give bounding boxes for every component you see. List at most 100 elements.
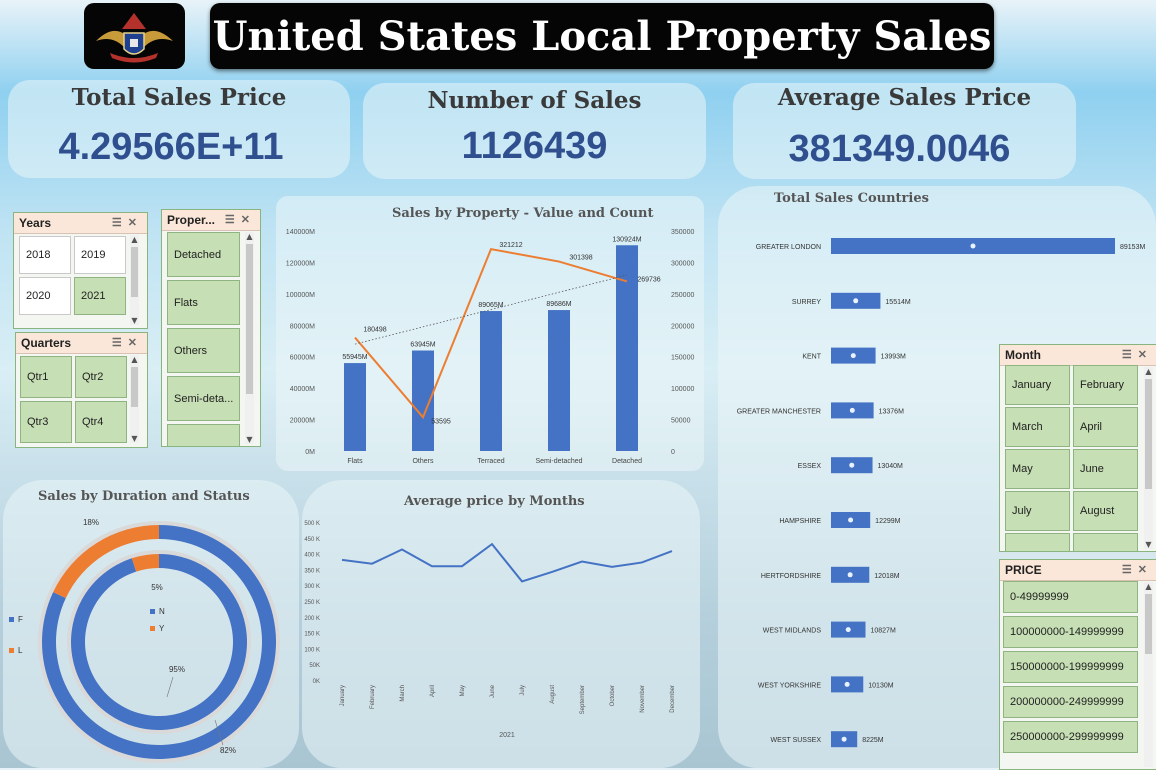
chevron-up-icon[interactable]: ▲ — [131, 355, 138, 364]
month-more[interactable] — [1073, 533, 1138, 551]
kpi-number-of-sales: Number of Sales 1126439 — [363, 83, 706, 179]
donut-slice-y — [131, 554, 159, 572]
property-more[interactable] — [167, 424, 240, 446]
year-2018[interactable]: 2018 — [19, 236, 71, 274]
price-range-2[interactable]: 150000000-199999999 — [1003, 651, 1138, 683]
price-range-4[interactable]: 250000000-299999999 — [1003, 721, 1138, 753]
multi-select-icon[interactable]: ☰✕ — [111, 217, 143, 229]
year-2020[interactable]: 2020 — [19, 277, 71, 315]
month-june[interactable]: June — [1073, 449, 1138, 489]
x-tick-label: Flats — [347, 458, 363, 465]
x-tick-label: April — [430, 685, 436, 697]
chevron-up-icon[interactable]: ▲ — [246, 232, 253, 241]
logo — [84, 3, 185, 69]
country-value-label: 13376M — [879, 408, 904, 415]
quarter-qtr1[interactable]: Qtr1 — [20, 356, 72, 398]
y-left-tick-label: 100000M — [286, 292, 315, 299]
country-label: SURREY — [792, 299, 822, 306]
kpi-average-price: Average Sales Price 381349.0046 — [733, 83, 1076, 179]
bar-glow-icon — [849, 462, 855, 468]
country-label: WEST SUSSEX — [771, 737, 822, 744]
quarters-slicer-header: Quarters ☰✕ — [16, 333, 147, 354]
month-august[interactable]: August — [1073, 491, 1138, 531]
chevron-up-icon[interactable]: ▲ — [131, 235, 138, 244]
property-scrollbar[interactable]: ▲ ▼ — [245, 232, 254, 444]
bar-others — [412, 350, 434, 451]
y-tick-label: 250 K — [304, 600, 320, 606]
month-july[interactable]: July — [1005, 491, 1070, 531]
scroll-thumb[interactable] — [246, 244, 253, 394]
property-others[interactable]: Others — [167, 328, 240, 373]
multi-select-icon[interactable]: ☰✕ — [224, 214, 256, 226]
quarter-qtr2[interactable]: Qtr2 — [75, 356, 127, 398]
price-slicer: PRICE ☰✕ 0-49999999 100000000-149999999 15… — [999, 559, 1156, 770]
month-january[interactable]: January — [1005, 365, 1070, 405]
price-scrollbar[interactable]: ▲ — [1144, 582, 1153, 767]
month-february[interactable]: February — [1073, 365, 1138, 405]
quarters-scrollbar[interactable]: ▲ ▼ — [130, 355, 139, 443]
legend-label: F — [18, 615, 23, 624]
avg-price-line-series — [341, 542, 673, 583]
chevron-up-icon[interactable]: ▲ — [1145, 582, 1152, 591]
scroll-thumb[interactable] — [1145, 379, 1152, 489]
chevron-down-icon[interactable]: ▼ — [1145, 540, 1152, 549]
month-scrollbar[interactable]: ▲ ▼ — [1144, 367, 1153, 549]
leader-line — [166, 676, 174, 698]
y-tick-label: 150 K — [304, 632, 320, 638]
month-april[interactable]: April — [1073, 407, 1138, 447]
property-detached[interactable]: Detached — [167, 232, 240, 277]
property-flats[interactable]: Flats — [167, 280, 240, 325]
line-data-label: 321212 — [499, 242, 522, 249]
price-range-1[interactable]: 100000000-149999999 — [1003, 616, 1138, 648]
y-left-tick-label: 40000M — [290, 386, 315, 393]
quarters-slicer-title: Quarters — [21, 336, 72, 350]
legend-swatch — [9, 617, 14, 622]
chevron-down-icon[interactable]: ▼ — [131, 316, 138, 325]
ring-track — [38, 521, 280, 763]
quarter-qtr4[interactable]: Qtr4 — [75, 401, 127, 443]
bar-flats — [344, 363, 366, 451]
scroll-thumb[interactable] — [131, 247, 138, 297]
total-sales-countries-title: Total Sales Countries — [774, 191, 929, 206]
x-tick-label: March — [400, 685, 406, 702]
years-scrollbar[interactable]: ▲ ▼ — [130, 235, 139, 325]
year-2021[interactable]: 2021 — [74, 277, 126, 315]
price-range-0[interactable]: 0-49999999 — [1003, 581, 1138, 613]
bar-data-label: 89686M — [546, 301, 571, 308]
year-2019[interactable]: 2019 — [74, 236, 126, 274]
bar-glow-icon — [848, 517, 854, 523]
bar-glow-icon — [844, 681, 850, 687]
y-tick-label: 300 K — [304, 584, 320, 590]
x-tick-label: June — [490, 684, 496, 698]
ring-track — [67, 550, 251, 734]
bar-data-label: 130924M — [612, 236, 641, 243]
country-value-label: 8225M — [862, 737, 884, 744]
quarter-qtr3[interactable]: Qtr3 — [20, 401, 72, 443]
month-march[interactable]: March — [1005, 407, 1070, 447]
property-semi-detached[interactable]: Semi-deta... — [167, 376, 240, 421]
x-tick-label: Terraced — [477, 458, 504, 465]
property-slicer-title: Proper... — [167, 213, 216, 227]
duration-status-title: Sales by Duration and Status — [38, 489, 250, 504]
x-tick-label: September — [580, 685, 586, 714]
chevron-down-icon[interactable]: ▼ — [131, 434, 138, 443]
legend-swatch — [150, 626, 155, 631]
y-right-tick-label: 0 — [671, 449, 675, 456]
chevron-down-icon[interactable]: ▼ — [246, 435, 253, 444]
month-more[interactable] — [1005, 533, 1070, 551]
donut-slice-l — [53, 525, 159, 599]
slice-label: 95% — [169, 665, 185, 674]
multi-select-icon[interactable]: ☰✕ — [1121, 564, 1153, 576]
years-slicer-header: Years ☰✕ — [14, 213, 147, 234]
price-range-3[interactable]: 200000000-249999999 — [1003, 686, 1138, 718]
scroll-thumb[interactable] — [1145, 594, 1152, 654]
property-slicer-header: Proper... ☰✕ — [162, 210, 260, 231]
month-may[interactable]: May — [1005, 449, 1070, 489]
y-tick-label: 400 K — [304, 553, 320, 559]
legend-label: L — [18, 646, 23, 655]
chevron-up-icon[interactable]: ▲ — [1145, 367, 1152, 376]
multi-select-icon[interactable]: ☰✕ — [111, 337, 143, 349]
multi-select-icon[interactable]: ☰✕ — [1121, 349, 1153, 361]
scroll-thumb[interactable] — [131, 367, 138, 407]
y-right-tick-label: 250000 — [671, 292, 694, 299]
